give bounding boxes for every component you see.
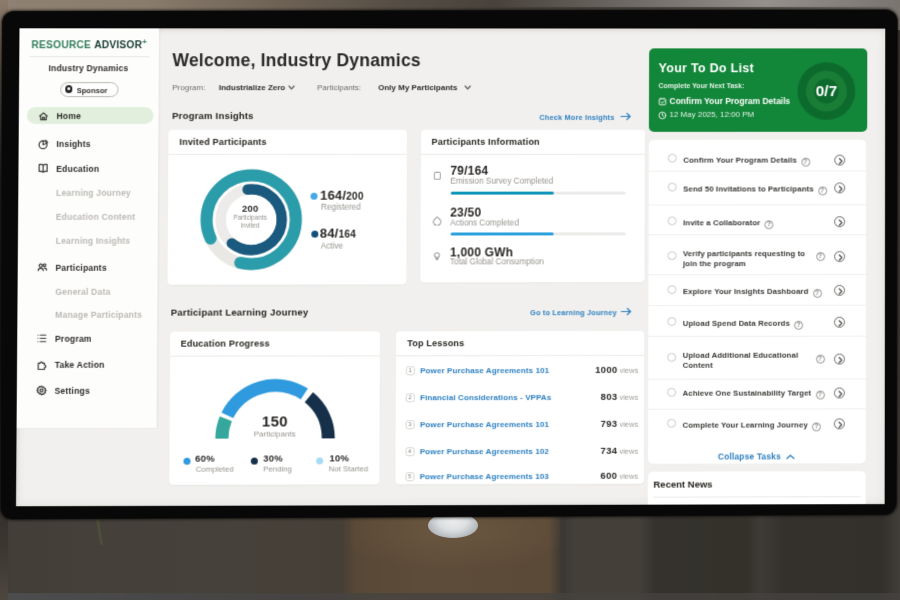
svg-text:0/7: 0/7: [815, 83, 836, 100]
